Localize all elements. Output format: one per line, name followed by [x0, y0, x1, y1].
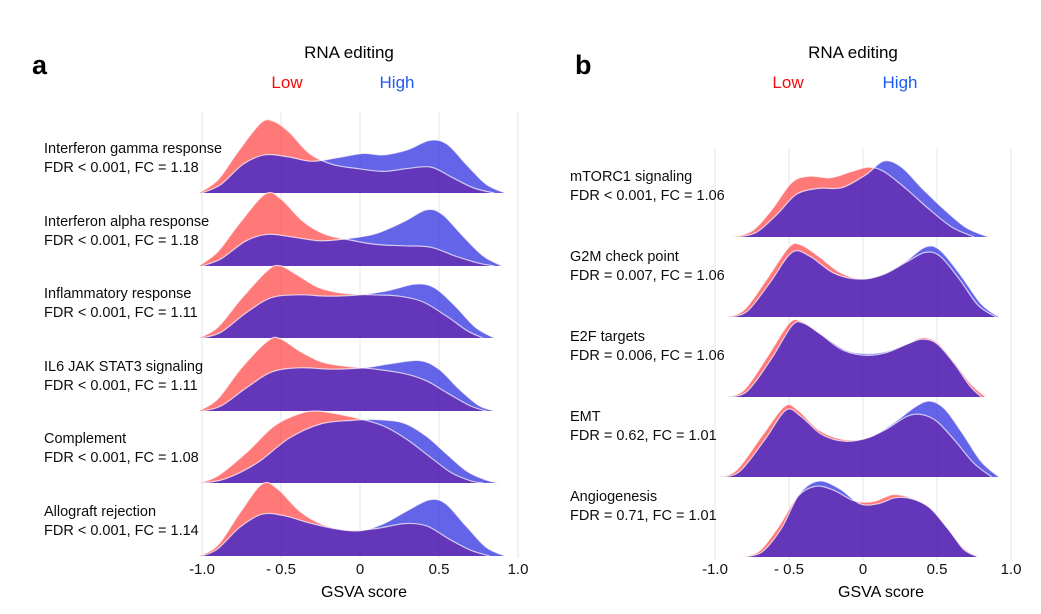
axis-tick-label: 0.5	[428, 561, 450, 578]
pathway-label: E2F targets FDR = 0.006, FC = 1.06	[570, 328, 725, 366]
pathway-name: IL6 JAK STAT3 signaling	[44, 359, 204, 375]
pathway-label: Inflammatory response FDR < 0.001, FC = 1…	[44, 285, 198, 323]
density-outline-high	[729, 245, 1000, 318]
axis-tick-label: - 0.5	[265, 561, 296, 578]
density-area-high	[202, 499, 506, 556]
pathway-stats: FDR < 0.001, FC = 1.18	[44, 160, 199, 176]
density-outline-low	[198, 191, 495, 267]
pathway-label: Interferon alpha response FDR < 0.001, FC…	[44, 213, 209, 251]
pathway-label: Complement FDR < 0.001, FC = 1.08	[44, 430, 199, 468]
pathway-label: G2M check point FDR = 0.007, FC = 1.06	[570, 248, 725, 286]
density-area-high	[202, 360, 495, 411]
density-area-high	[202, 283, 495, 338]
density-area-high	[737, 160, 989, 237]
legend-high-label-b: High	[882, 73, 918, 92]
density-area-high	[202, 209, 503, 266]
pathway-stats: FDR < 0.001, FC = 1.06	[570, 188, 725, 204]
pathway-name: mTORC1 signaling	[570, 169, 693, 185]
density-outline-high	[722, 400, 1000, 478]
axis-tick-label: -1.0	[189, 561, 215, 578]
pathway-stats: FDR = 0.62, FC = 1.01	[570, 428, 717, 444]
density-outline-high	[737, 160, 990, 238]
density-outline-low	[198, 264, 484, 339]
density-outline-high	[201, 498, 506, 557]
density-area-high	[744, 480, 979, 557]
pathway-stats: FDR < 0.001, FC = 1.08	[44, 450, 199, 466]
legend-low-label-a: Low	[271, 73, 303, 92]
axis-tick-label: 1.0	[507, 561, 529, 578]
density-outline-high	[201, 283, 495, 339]
pathway-name: Interferon gamma response	[44, 141, 223, 157]
density-outline-high	[744, 480, 979, 558]
pathway-name: Inflammatory response	[44, 286, 192, 302]
pathway-stats: FDR < 0.001, FC = 1.11	[44, 378, 198, 394]
pathway-label: Allograft rejection FDR < 0.001, FC = 1.1…	[44, 503, 199, 541]
pathway-label: mTORC1 signaling FDR < 0.001, FC = 1.06	[570, 168, 725, 206]
density-outline-low	[198, 410, 484, 484]
pathway-label: Interferon gamma response FDR < 0.001, FC…	[44, 140, 222, 178]
density-outline-high	[201, 208, 503, 267]
pathway-name: EMT	[570, 409, 601, 425]
axis-tick-label: 0	[858, 561, 868, 578]
pathway-stats: FDR < 0.001, FC = 1.11	[44, 305, 198, 321]
density-outline-high	[201, 418, 500, 484]
legend-low-label-b: Low	[772, 73, 804, 92]
legend-title-b: RNA editing	[808, 43, 898, 62]
panel-letter-b: b	[575, 50, 592, 80]
legend-high-label-a: High	[379, 73, 415, 92]
pathway-name: Complement	[44, 431, 127, 447]
pathway-stats: FDR = 0.006, FC = 1.06	[570, 348, 725, 364]
pathway-stats: FDR = 0.71, FC = 1.01	[570, 508, 717, 524]
axis-tick-label: 0.5	[926, 561, 948, 578]
pathway-label: EMT FDR = 0.62, FC = 1.01	[570, 408, 717, 446]
density-area-high	[729, 321, 982, 397]
axis-tick-label: - 0.5	[773, 561, 804, 578]
axis-tick-label: 0	[355, 561, 365, 578]
density-area-high	[722, 400, 1000, 477]
x-axis-label-b: GSVA score	[838, 584, 924, 601]
pathway-name: G2M check point	[570, 249, 679, 265]
density-outline-low	[198, 118, 495, 194]
density-area-high	[202, 139, 506, 193]
axis-tick-label: 1.0	[1000, 561, 1022, 578]
pathway-name: Interferon alpha response	[44, 214, 210, 230]
pathway-stats: FDR = 0.007, FC = 1.06	[570, 268, 725, 284]
panel-letter-a: a	[32, 50, 48, 80]
density-outline-high	[201, 139, 506, 194]
density-outline-high	[201, 359, 495, 412]
density-outline-low	[726, 318, 987, 398]
axis-tick-label: -1.0	[702, 561, 728, 578]
density-outline-low	[198, 336, 487, 412]
pathway-name: Allograft rejection	[44, 504, 157, 520]
pathway-stats: FDR < 0.001, FC = 1.18	[44, 233, 199, 249]
pathway-name: Angiogenesis	[570, 489, 658, 505]
x-axis-label-a: GSVA score	[321, 584, 407, 601]
pathway-label: IL6 JAK STAT3 signaling FDR < 0.001, FC =…	[44, 358, 203, 396]
density-area-high	[202, 419, 499, 483]
density-outline-high	[729, 321, 982, 398]
legend-title-a: RNA editing	[304, 43, 394, 62]
pathway-stats: FDR < 0.001, FC = 1.14	[44, 523, 199, 539]
density-outline-low	[732, 166, 975, 238]
pathway-name: E2F targets	[570, 329, 645, 345]
pathway-label: Angiogenesis FDR = 0.71, FC = 1.01	[570, 488, 717, 526]
density-area-high	[729, 245, 1000, 317]
